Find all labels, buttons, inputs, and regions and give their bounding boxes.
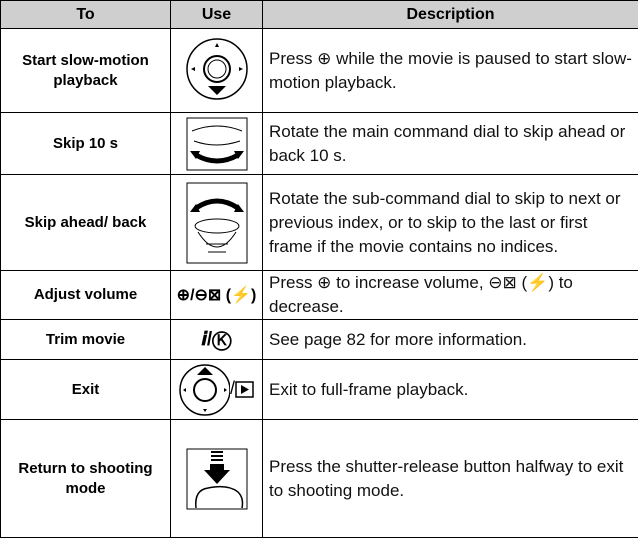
row: Start slow-motion playback Press ⊕ while…	[1, 29, 638, 113]
cell: Skip ahead/ back	[1, 175, 171, 271]
shutter-button-icon	[186, 448, 248, 510]
cell	[171, 29, 263, 113]
row: Trim movie 𝒊/Ⓚ See page 82 for more info…	[1, 320, 638, 360]
sub-dial-icon	[186, 182, 248, 264]
multi-selector-icon	[178, 362, 230, 418]
cell: 𝒊/Ⓚ	[171, 320, 263, 360]
cell: See page 82 for more information.	[263, 320, 638, 360]
cell: Press the shutter-release button halfway…	[263, 420, 638, 538]
cell: Press ⊕ while the movie is paused to sta…	[263, 29, 638, 113]
header: To	[1, 1, 171, 29]
cell: Start slow-motion playback	[1, 29, 171, 113]
cell: Press ⊕ to increase volume, ⊖⊠ (⚡) to de…	[263, 271, 638, 320]
row: Skip 10 s Rotate the main command dial t…	[1, 113, 638, 175]
cell: Trim movie	[1, 320, 171, 360]
header-row: To Use Description	[1, 1, 638, 29]
row: Adjust volume ⊕/⊖⊠ (⚡) Press ⊕ to increa…	[1, 271, 638, 320]
header: Use	[171, 1, 263, 29]
cell: /	[171, 360, 263, 420]
cell: Return to shooting mode	[1, 420, 171, 538]
cell	[171, 420, 263, 538]
playback-button-icon	[235, 380, 255, 400]
row: Skip ahead/ back Rotate the sub-command …	[1, 175, 638, 271]
cell	[171, 113, 263, 175]
cell: Rotate the sub-command dial to skip to n…	[263, 175, 638, 271]
multi-selector-icon	[182, 33, 252, 109]
cell: Rotate the main command dial to skip ahe…	[263, 113, 638, 175]
cell: Exit	[1, 360, 171, 420]
cell: Adjust volume	[1, 271, 171, 320]
main-dial-icon	[186, 117, 248, 171]
row: Exit / Exit to full-frame playback.	[1, 360, 638, 420]
cell	[171, 175, 263, 271]
cell: ⊕/⊖⊠ (⚡)	[171, 271, 263, 320]
cell: Skip 10 s	[1, 113, 171, 175]
cell: Exit to full-frame playback.	[263, 360, 638, 420]
row: Return to shooting mode Press the shutte…	[1, 420, 638, 538]
header: Description	[263, 1, 638, 29]
